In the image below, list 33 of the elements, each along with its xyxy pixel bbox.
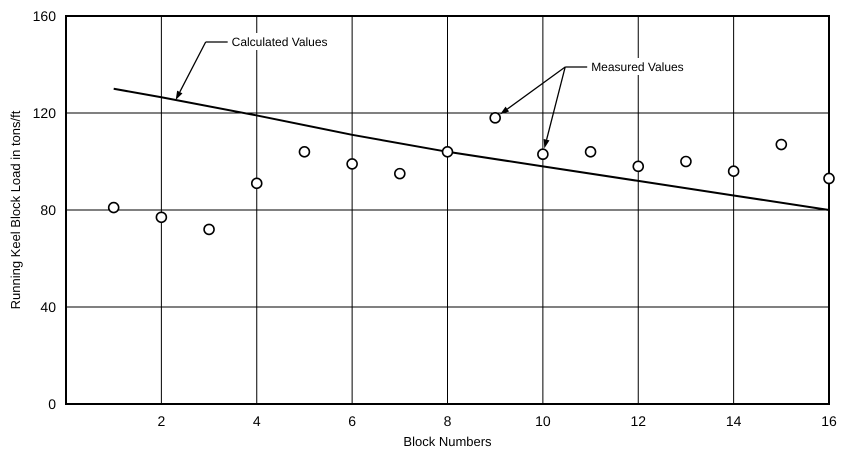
- y-tick-label: 120: [32, 105, 56, 121]
- point: [680, 156, 692, 168]
- point: [584, 146, 596, 158]
- y-tick-label: 80: [40, 202, 56, 218]
- x-tick-label: 14: [726, 413, 742, 429]
- x-tick-label: 6: [348, 413, 356, 429]
- point: [394, 168, 406, 180]
- x-tick-label: 4: [252, 413, 261, 429]
- point: [203, 224, 215, 236]
- y-axis-title: Running Keel Block Load in tons/ft: [8, 110, 23, 310]
- point: [108, 202, 120, 214]
- annotation: Calculated Values: [232, 35, 328, 49]
- x-axis-title: Block Numbers: [403, 434, 492, 449]
- point: [776, 138, 788, 150]
- x-tick-label: 16: [821, 413, 837, 429]
- y-tick-label: 160: [32, 8, 56, 24]
- point: [489, 112, 501, 124]
- point: [632, 160, 644, 172]
- point: [346, 158, 358, 170]
- y-tick-label: 0: [48, 396, 56, 412]
- point: [250, 178, 263, 190]
- x-tick-label: 10: [535, 413, 551, 429]
- y-tick-label: 40: [40, 299, 56, 315]
- x-tick-label: 12: [630, 413, 646, 429]
- point: [728, 165, 740, 177]
- point: [442, 146, 454, 158]
- x-tick-label: 2: [157, 413, 166, 429]
- point: [537, 148, 549, 160]
- point: [823, 172, 835, 184]
- point: [298, 146, 310, 158]
- x-tick-label: 8: [444, 413, 452, 429]
- annotation: Measured Values: [591, 60, 684, 74]
- point: [156, 211, 168, 224]
